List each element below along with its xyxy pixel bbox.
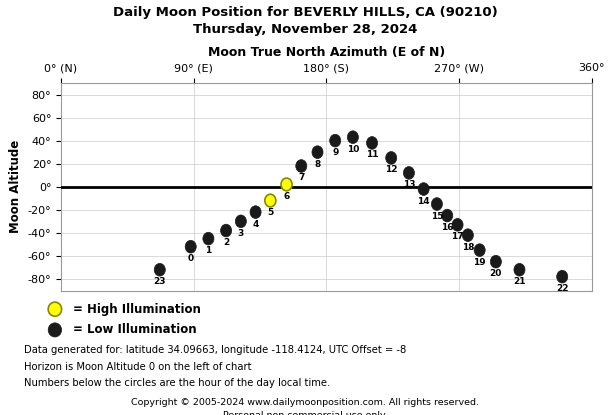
Text: 22: 22	[556, 284, 569, 293]
Y-axis label: Moon Altitude: Moon Altitude	[9, 140, 22, 233]
Text: 7: 7	[298, 173, 304, 183]
Ellipse shape	[347, 131, 359, 144]
Text: 23: 23	[154, 277, 166, 286]
Text: 0: 0	[188, 254, 194, 263]
Text: 18: 18	[462, 243, 474, 251]
Ellipse shape	[474, 244, 485, 256]
Text: Horizon is Moon Altitude 0 on the left of chart: Horizon is Moon Altitude 0 on the left o…	[24, 362, 252, 372]
Ellipse shape	[221, 224, 232, 237]
Ellipse shape	[514, 264, 525, 276]
Text: Data generated for: latitude 34.09663, longitude -118.4124, UTC Offset = -8: Data generated for: latitude 34.09663, l…	[24, 345, 407, 355]
Text: 8: 8	[314, 160, 321, 168]
Text: 20: 20	[490, 269, 502, 278]
Ellipse shape	[281, 178, 292, 191]
Text: 16: 16	[441, 223, 453, 232]
Ellipse shape	[490, 255, 501, 268]
Text: 2: 2	[223, 238, 229, 247]
Ellipse shape	[431, 198, 442, 210]
Ellipse shape	[185, 240, 196, 253]
Text: 13: 13	[403, 181, 415, 189]
Text: 6: 6	[284, 192, 290, 201]
Text: 17: 17	[451, 232, 464, 241]
Ellipse shape	[154, 264, 165, 276]
Text: 12: 12	[385, 166, 398, 174]
Text: = Low Illumination: = Low Illumination	[73, 323, 197, 337]
Text: 1: 1	[206, 246, 212, 255]
Text: = High Illumination: = High Illumination	[73, 303, 201, 316]
Text: 5: 5	[267, 208, 273, 217]
Ellipse shape	[452, 218, 463, 231]
Ellipse shape	[250, 206, 261, 218]
Text: Copyright © 2005-2024 www.dailymoonposition.com. All rights reserved.: Copyright © 2005-2024 www.dailymoonposit…	[131, 398, 479, 408]
Text: Personal non commercial use only.: Personal non commercial use only.	[223, 411, 387, 415]
Text: 9: 9	[332, 148, 339, 157]
Text: 3: 3	[238, 229, 244, 238]
Text: 19: 19	[473, 258, 486, 267]
Ellipse shape	[462, 229, 473, 242]
Ellipse shape	[312, 146, 323, 159]
Ellipse shape	[557, 270, 568, 283]
Ellipse shape	[235, 215, 246, 228]
X-axis label: Moon True North Azimuth (E of N): Moon True North Azimuth (E of N)	[208, 46, 445, 59]
Text: 14: 14	[417, 197, 430, 205]
Ellipse shape	[403, 166, 414, 179]
Text: Numbers below the circles are the hour of the day local time.: Numbers below the circles are the hour o…	[24, 378, 331, 388]
Ellipse shape	[329, 134, 341, 147]
Ellipse shape	[265, 194, 276, 207]
Text: 4: 4	[253, 220, 259, 229]
Text: 11: 11	[366, 150, 378, 159]
Ellipse shape	[442, 209, 453, 222]
Ellipse shape	[367, 137, 378, 149]
Ellipse shape	[418, 183, 429, 195]
Text: 10: 10	[346, 145, 359, 154]
Ellipse shape	[296, 160, 307, 172]
Ellipse shape	[203, 232, 214, 245]
Text: Thursday, November 28, 2024: Thursday, November 28, 2024	[193, 23, 417, 36]
Ellipse shape	[386, 151, 396, 164]
Text: 15: 15	[431, 212, 443, 220]
Text: Daily Moon Position for BEVERLY HILLS, CA (90210): Daily Moon Position for BEVERLY HILLS, C…	[113, 6, 497, 19]
Text: 21: 21	[513, 277, 526, 286]
